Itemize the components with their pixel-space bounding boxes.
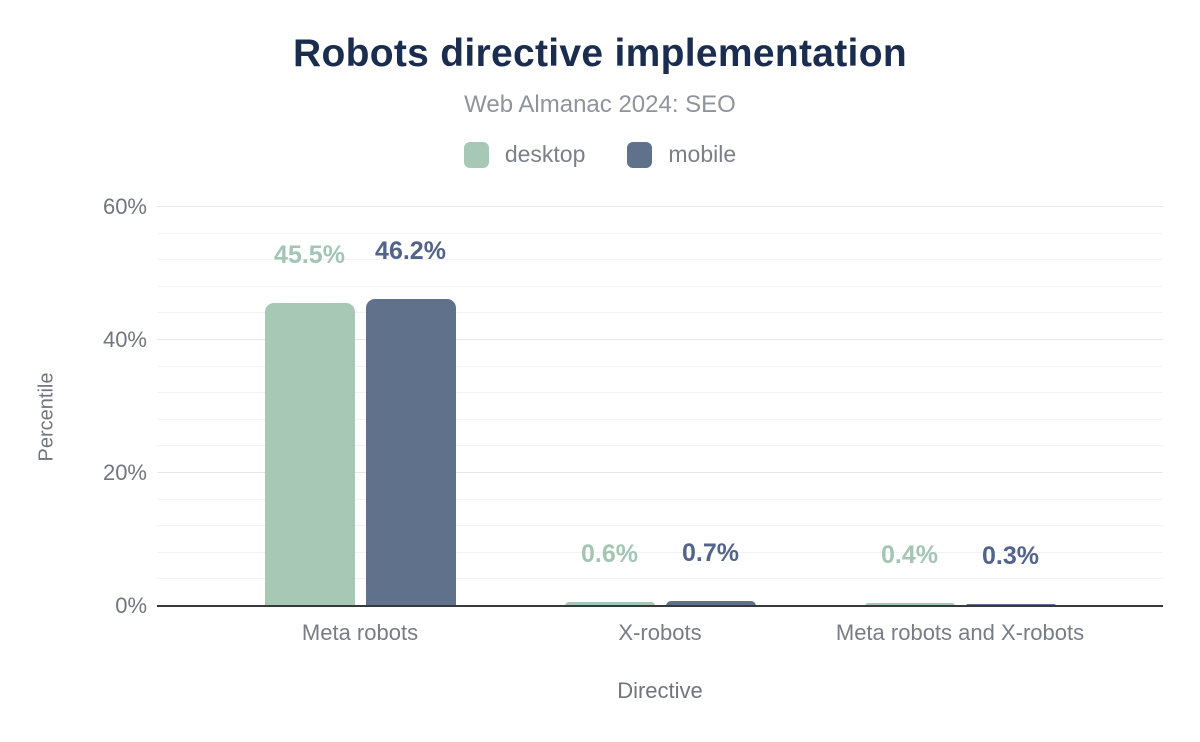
legend-swatch-mobile: [627, 141, 653, 168]
minor-gridline: [157, 525, 1163, 527]
minor-gridline: [157, 498, 1163, 500]
minor-gridline: [157, 578, 1163, 580]
plot-area: 45.5% 46.2% 0.6% 0.7% 0.4% 0.3%: [157, 206, 1163, 607]
legend-item-desktop: desktop: [463, 141, 586, 168]
minor-gridline: [157, 312, 1163, 314]
bar-desktop-x-robots: [564, 602, 655, 606]
value-label-mobile-x-robots: 0.7%: [682, 539, 739, 568]
x-axis-line: [157, 604, 1163, 607]
minor-gridline: [157, 445, 1163, 447]
y-tick-label-60: 60%: [102, 194, 147, 219]
x-category-label-x-robots: X-robots: [618, 620, 702, 645]
chart-subtitle: Web Almanac 2024: SEO: [464, 91, 736, 118]
value-label-desktop-meta-robots: 45.5%: [274, 241, 345, 270]
legend-label-desktop: desktop: [504, 141, 586, 167]
x-category-label-meta-robots-and-x-robots: Meta robots and X-robots: [835, 620, 1085, 645]
value-label-desktop-x-robots: 0.6%: [581, 540, 638, 569]
minor-gridline: [157, 418, 1163, 420]
x-axis-title: Directive: [617, 678, 703, 703]
minor-gridline: [157, 392, 1163, 394]
legend: desktop mobile: [0, 141, 1200, 168]
minor-gridline: [157, 232, 1163, 234]
bar-mobile-x-robots: [665, 601, 756, 606]
bar-desktop-meta-robots: [264, 303, 355, 606]
minor-gridline: [157, 365, 1163, 367]
bar-mobile-meta-robots: [365, 298, 456, 606]
minor-gridline: [157, 285, 1163, 287]
major-gridline: [157, 206, 1163, 207]
y-tick-label-0: 0%: [115, 593, 147, 618]
value-label-mobile-meta-robots: 46.2%: [375, 236, 446, 265]
major-gridline: [157, 339, 1163, 340]
major-gridline: [157, 472, 1163, 473]
minor-gridline: [157, 551, 1163, 553]
x-category-label-meta-robots: Meta robots: [301, 620, 419, 645]
minor-gridline: [157, 259, 1163, 261]
legend-item-mobile: mobile: [627, 141, 736, 168]
legend-swatch-desktop: [463, 141, 489, 168]
chart-title: Robots directive implementation: [293, 32, 907, 75]
y-tick-label-20: 20%: [102, 460, 147, 485]
legend-label-mobile: mobile: [668, 141, 737, 167]
value-label-desktop-meta-robots-and-x-robots: 0.4%: [881, 541, 938, 570]
y-axis-title: Percentile: [35, 372, 58, 462]
y-tick-label-40: 40%: [102, 327, 147, 352]
value-label-mobile-meta-robots-and-x-robots: 0.3%: [982, 542, 1039, 571]
